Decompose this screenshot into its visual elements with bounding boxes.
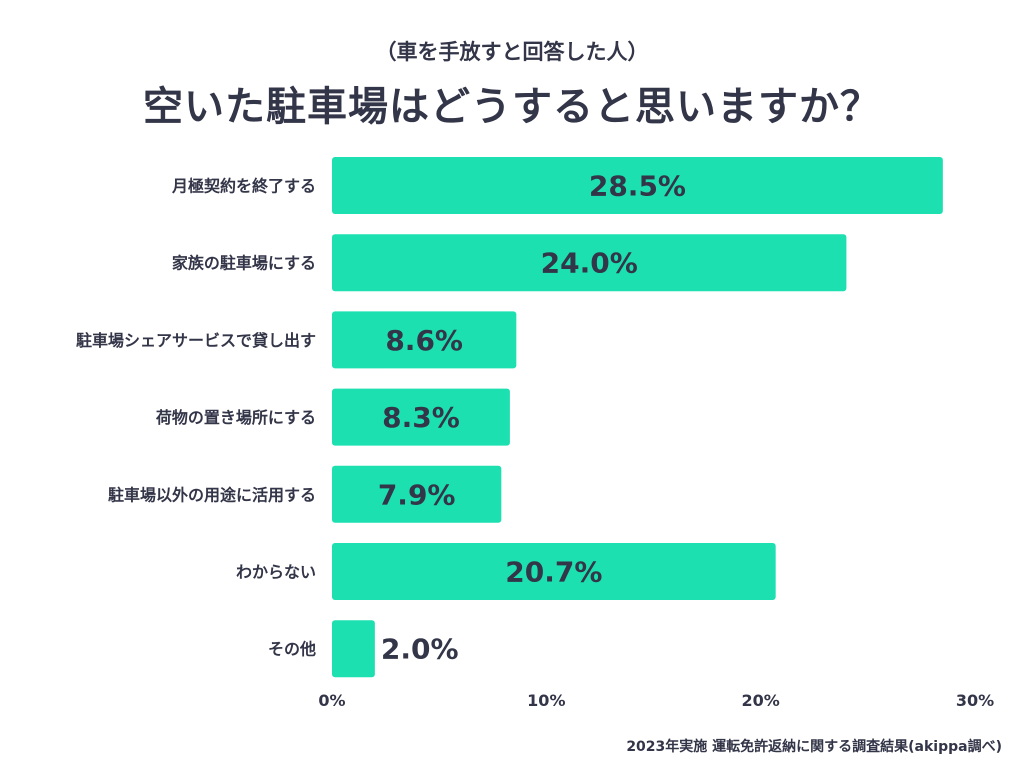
source-note: 2023年実施 運転免許返納に関する調査結果(akippa調べ)	[626, 739, 1002, 755]
bar	[332, 620, 375, 678]
bar	[332, 311, 517, 369]
x-tick-label: 30%	[956, 691, 994, 710]
x-tick-label: 0%	[318, 691, 345, 710]
value-label: 7.9%	[378, 478, 456, 511]
chart-title: 空いた駐車場はどうすると思いますか？	[143, 84, 881, 130]
x-tick-label: 10%	[527, 691, 565, 710]
bar	[332, 543, 776, 600]
bar	[332, 388, 510, 446]
value-label: 2.0%	[381, 633, 459, 666]
category-label: わからない	[236, 563, 316, 582]
category-label: その他	[268, 640, 316, 659]
bar	[332, 234, 847, 292]
category-label: 家族の駐車場にする	[172, 254, 316, 273]
category-label: 駐車場以外の用途に活用する	[108, 485, 316, 504]
value-label: 24.0%	[541, 247, 638, 280]
value-label: 28.5%	[589, 170, 686, 203]
chart-subtitle: （車を手放すと回答した人）	[375, 40, 649, 64]
category-label: 月極契約を終了する	[171, 177, 316, 196]
category-label: 駐車場シェアサービスで貸し出す	[76, 331, 316, 350]
value-label: 8.6%	[385, 324, 463, 357]
category-label: 荷物の置き場所にする	[156, 408, 316, 427]
bar	[332, 465, 502, 523]
value-label: 20.7%	[505, 556, 602, 589]
x-tick-label: 20%	[742, 691, 780, 710]
value-label: 8.3%	[382, 401, 460, 434]
bar	[332, 157, 943, 214]
